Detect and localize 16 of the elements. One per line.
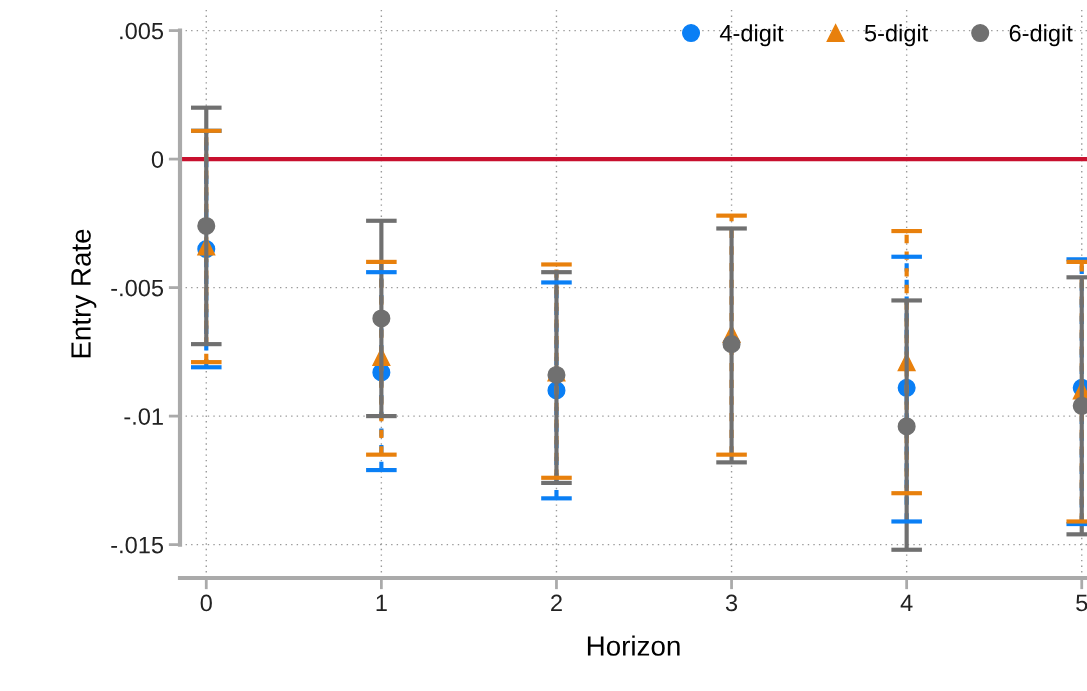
x-tick-label: 4	[900, 594, 913, 612]
x-tick-label: 3	[725, 594, 738, 612]
x-axis-title: Horizon	[587, 635, 680, 656]
y-axis-title: Entry Rate	[71, 229, 97, 358]
y-tick-label: -.015	[111, 536, 164, 554]
x-tick-label: 1	[376, 594, 387, 612]
legend-label: 4-digit	[719, 24, 784, 47]
legend-label: 5-digit	[864, 24, 929, 47]
y-tick-label: 0	[151, 151, 164, 168]
x-tick-label: 0	[200, 594, 212, 612]
y-tick-label: -.01	[124, 408, 163, 425]
y-tick-label: .005	[120, 22, 164, 40]
legend-label: 6-digit	[1009, 24, 1073, 47]
y-tick-label: -.005	[111, 279, 164, 297]
x-tick-label: 5	[1076, 594, 1087, 612]
x-tick-label: 2	[551, 594, 562, 612]
